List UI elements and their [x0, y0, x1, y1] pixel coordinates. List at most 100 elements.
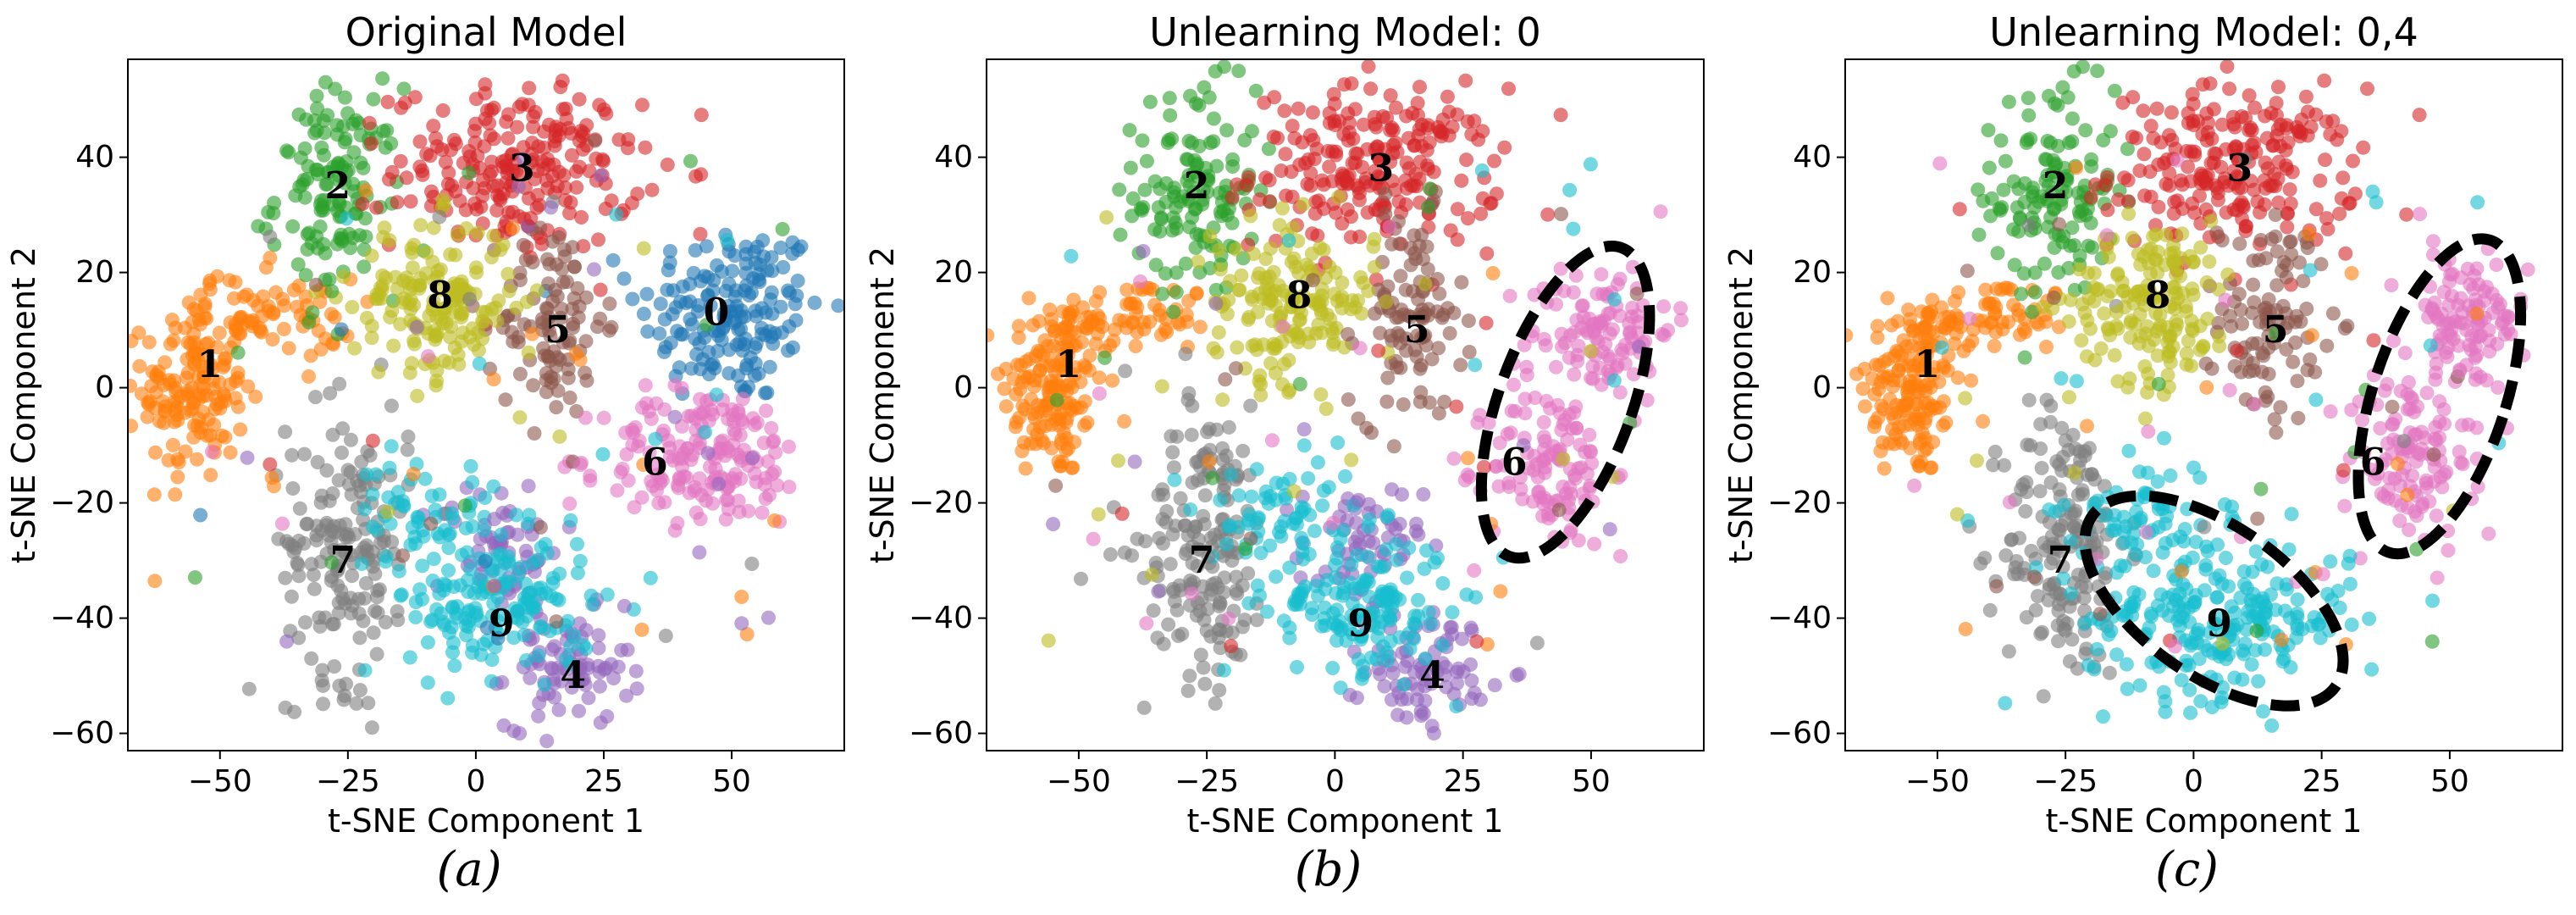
data-point: [639, 286, 655, 302]
data-point: [1393, 360, 1408, 375]
data-point: [1875, 435, 1890, 450]
data-point: [1332, 613, 1347, 629]
data-point: [358, 183, 373, 198]
data-point: [711, 323, 726, 338]
data-point: [504, 147, 519, 163]
data-point: [300, 516, 315, 531]
data-point: [1921, 375, 1936, 391]
data-point: [2489, 258, 2504, 272]
data-point: [1380, 370, 1396, 385]
data-point: [518, 543, 533, 558]
data-point: [357, 502, 373, 517]
data-point: [353, 128, 368, 143]
data-point: [1966, 322, 1981, 337]
data-point: [324, 555, 340, 570]
data-point: [759, 403, 774, 419]
data-point: [1467, 114, 1482, 129]
data-point: [2068, 503, 2083, 518]
data-point: [1205, 470, 1220, 485]
data-point: [1389, 552, 1404, 568]
cluster-label: 8: [427, 274, 453, 317]
data-point: [831, 298, 844, 313]
data-point: [1489, 186, 1504, 202]
data-point: [391, 563, 406, 579]
data-point: [1282, 560, 1297, 575]
data-point: [1210, 580, 1225, 596]
data-point: [1845, 328, 1854, 343]
data-point: [1531, 485, 1546, 500]
data-point: [441, 541, 456, 556]
data-point: [2451, 338, 2466, 353]
data-point: [312, 610, 327, 625]
data-point: [1341, 327, 1356, 341]
data-point: [2006, 222, 2021, 237]
data-point: [1171, 629, 1186, 643]
data-point: [677, 469, 692, 484]
data-point: [2107, 83, 2122, 98]
data-point: [1481, 415, 1496, 430]
data-point: [2103, 284, 2119, 299]
data-point: [2234, 180, 2249, 196]
data-point: [2323, 554, 2338, 569]
data-point: [1208, 64, 1223, 79]
data-point: [365, 487, 380, 502]
data-point: [313, 495, 329, 510]
data-point: [327, 659, 342, 674]
data-point: [1936, 394, 1951, 409]
data-point: [2310, 617, 2325, 632]
x-tick-label: 50: [1572, 764, 1611, 799]
data-point: [1197, 517, 1212, 532]
data-point: [1449, 399, 1464, 414]
data-point: [2347, 186, 2363, 202]
data-point: [445, 599, 460, 614]
data-point: [2001, 644, 2016, 659]
data-point: [490, 590, 506, 605]
data-point: [240, 450, 255, 465]
data-point: [308, 277, 323, 292]
data-point: [2337, 498, 2352, 513]
data-point: [467, 124, 482, 139]
data-point: [1048, 358, 1063, 373]
data-point: [1212, 242, 1226, 258]
data-point: [1261, 141, 1276, 157]
data-point: [595, 446, 611, 462]
data-point: [1327, 286, 1342, 302]
data-point: [2186, 460, 2201, 475]
data-point: [2147, 291, 2161, 306]
data-points: [1845, 59, 2535, 733]
data-point: [401, 430, 416, 444]
data-point: [1673, 301, 1689, 316]
data-point: [2269, 244, 2285, 259]
data-point: [2176, 595, 2192, 610]
data-point: [2294, 125, 2309, 141]
data-point: [1396, 307, 1411, 322]
data-point: [1440, 89, 1455, 104]
data-point: [626, 425, 641, 441]
data-point: [2201, 115, 2216, 130]
data-point: [1373, 560, 1388, 574]
data-point: [369, 646, 384, 662]
data-point: [2448, 314, 2463, 330]
data-point: [2160, 368, 2175, 383]
data-point: [2284, 507, 2299, 522]
data-point: [516, 237, 531, 252]
data-point: [465, 638, 480, 653]
data-point: [1978, 282, 1993, 297]
data-point: [2425, 593, 2441, 608]
data-point: [1059, 320, 1075, 335]
data-point: [326, 617, 341, 632]
data-point: [193, 317, 207, 332]
data-point: [557, 249, 572, 264]
data-point: [2362, 611, 2377, 626]
data-point: [1307, 292, 1322, 308]
data-point: [1473, 206, 1489, 221]
data-point: [574, 210, 589, 225]
data-point: [390, 195, 405, 210]
data-point: [2036, 299, 2051, 314]
data-point: [1884, 318, 1899, 333]
data-point: [1202, 229, 1218, 244]
data-point: [519, 294, 534, 309]
data-point: [2319, 338, 2335, 353]
data-point: [2071, 262, 2087, 277]
data-point: [2211, 282, 2226, 297]
